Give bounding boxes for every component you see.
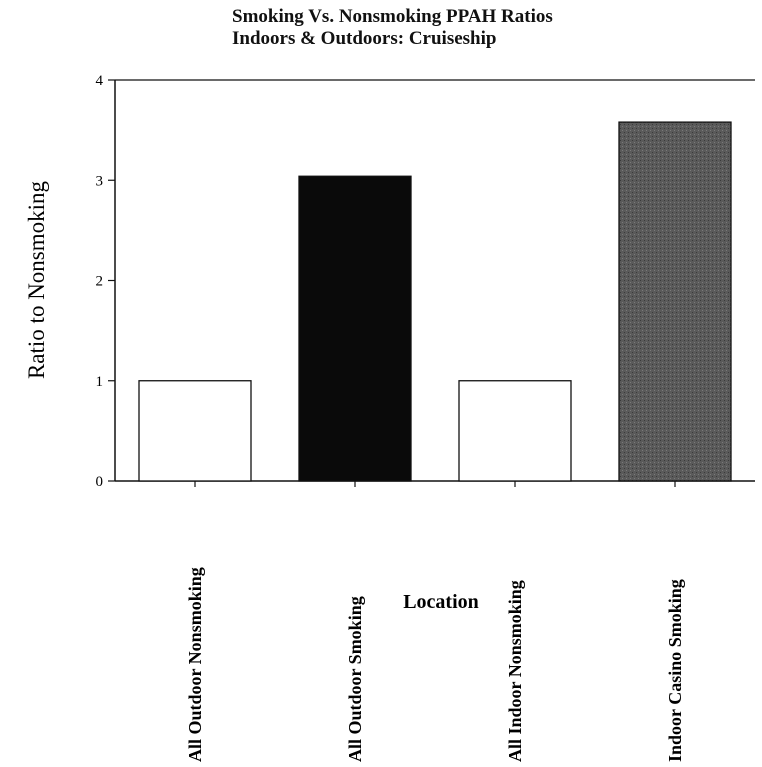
bar	[458, 380, 572, 482]
x-axis-label: Location	[403, 591, 479, 613]
x-tick-label: Indoor Casino Smoking	[665, 579, 685, 762]
bar	[138, 380, 252, 482]
x-axis: All Outdoor Nonsmoking All Outdoor Smokin…	[185, 481, 685, 762]
bar	[298, 175, 412, 482]
y-tick-label: 0	[96, 474, 104, 490]
chart-title: Smoking Vs. Nonsmoking PPAH Ratios Indoo…	[232, 6, 553, 50]
x-tick-label: All Outdoor Smoking	[345, 596, 365, 762]
y-tick-label: 3	[96, 173, 104, 189]
x-tick-label: All Indoor Nonsmoking	[505, 580, 525, 762]
y-axis: 0 1 2 3 4	[96, 73, 115, 490]
chart-title-line-1: Smoking Vs. Nonsmoking PPAH Ratios	[232, 6, 553, 27]
y-axis-label: Ratio to Nonsmoking	[24, 180, 49, 379]
y-tick-label: 4	[96, 73, 104, 89]
bars	[138, 121, 732, 482]
y-tick-label: 1	[96, 374, 104, 390]
y-tick-label: 2	[96, 274, 104, 290]
x-tick-label: All Outdoor Nonsmoking	[185, 567, 205, 762]
bar	[618, 121, 732, 482]
chart-title-line-2: Indoors & Outdoors: Cruiseship	[232, 28, 497, 49]
